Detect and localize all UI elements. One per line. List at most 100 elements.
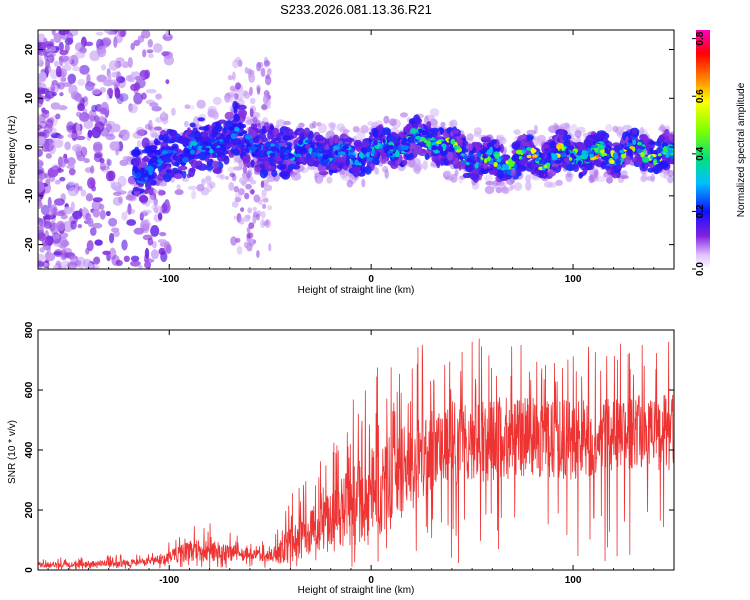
x-tick-label: 100 (565, 575, 582, 586)
heatmap-ridge-blob (511, 141, 521, 151)
heatmap-core-blob (557, 142, 562, 147)
heatmap-core-blob (354, 159, 360, 166)
heatmap-ridge-blob (674, 162, 679, 171)
x-tick-label: -100 (159, 575, 179, 586)
heatmap-ridge-blob (237, 109, 248, 118)
heatmap-ridge-blob (228, 152, 235, 158)
heatmap-core-blob (340, 148, 346, 152)
heatmap-noise-blob (84, 41, 94, 47)
heatmap-noise-blob (54, 179, 61, 185)
heatmap-core-blob (175, 161, 180, 166)
heatmap-noise-blob (112, 196, 123, 206)
heatmap-noise-blob (115, 57, 125, 63)
heatmap-noise-blob (45, 43, 54, 50)
heatmap-halo-blob (429, 108, 440, 117)
heatmap-noise-blob (165, 244, 172, 255)
heatmap-core-blob (135, 172, 142, 178)
heatmap-core-blob (138, 169, 143, 173)
heatmap-noise-blob (54, 211, 66, 216)
heatmap-ridge-blob (204, 157, 210, 163)
heatmap-noise-blob (66, 32, 74, 44)
heatmap-halo-blob (342, 129, 350, 134)
heatmap-noise-blob (38, 169, 44, 175)
heatmap-ridge-blob (528, 140, 534, 149)
heatmap-core-blob (604, 155, 609, 162)
heatmap-noise-blob (133, 92, 143, 105)
heatmap-core-blob (383, 147, 387, 151)
heatmap-core-blob (591, 144, 599, 149)
heatmap-halo-blob (258, 195, 269, 202)
chart-title: S233.2026.081.13.36.R21 (280, 2, 432, 17)
heatmap-noise-blob (76, 123, 81, 134)
heatmap-noise-blob (66, 157, 76, 166)
heatmap-noise-blob (90, 165, 95, 174)
heatmap-ridge-blob (472, 168, 479, 175)
heatmap-ridge-blob (359, 164, 366, 173)
heatmap-ridge-blob (648, 140, 656, 145)
heatmap-core-blob (642, 156, 650, 163)
heatmap-noise-blob (46, 126, 57, 136)
x-tick-label: 0 (368, 575, 374, 586)
heatmap-halo-blob (326, 176, 333, 184)
heatmap-noise-blob (38, 148, 43, 157)
heatmap-halo-blob (144, 123, 152, 130)
heatmap-core-blob (587, 155, 591, 163)
heatmap-halo-blob (513, 129, 521, 136)
heatmap-ridge-blob (324, 143, 330, 149)
heatmap-ridge-blob (264, 160, 270, 169)
heatmap-halo-blob (473, 127, 482, 135)
heatmap-core-blob (420, 137, 426, 142)
heatmap-noise-blob (91, 104, 98, 113)
heatmap-ridge-blob (240, 148, 250, 155)
heatmap-ridge-blob (676, 166, 680, 172)
heatmap-noise-blob (38, 124, 43, 130)
heatmap-core-blob (210, 144, 216, 149)
heatmap-ridge-blob (466, 143, 473, 151)
heatmap-noise-blob (108, 217, 118, 227)
heatmap-plume-blob (262, 94, 269, 105)
heatmap-halo-blob (263, 184, 273, 192)
heatmap-ridge-blob (577, 142, 585, 149)
heatmap-noise-blob (43, 221, 52, 229)
heatmap-ridge-blob (232, 148, 240, 156)
heatmap-halo-blob (444, 170, 452, 176)
heatmap-ridge-blob (329, 137, 334, 146)
heatmap-ridge-blob (205, 165, 214, 171)
heatmap-core-blob (166, 158, 173, 163)
snr-ylabel: SNR (10 * v/v) (7, 420, 18, 484)
heatmap-halo-blob (510, 184, 516, 190)
heatmap-noise-blob (101, 37, 112, 47)
heatmap-noise-blob (150, 225, 160, 237)
heatmap-core-blob (402, 137, 408, 144)
heatmap-core-blob (623, 146, 631, 150)
heatmap-noise-blob (38, 181, 45, 193)
heatmap-noise-blob (115, 259, 123, 267)
heatmap-halo-blob (501, 186, 510, 194)
heatmap-noise-blob (89, 114, 96, 123)
heatmap-noise-blob (53, 32, 62, 44)
heatmap-halo-blob (248, 167, 253, 177)
heatmap-core-blob (161, 150, 168, 155)
heatmap-noise-blob (107, 170, 116, 181)
heatmap-core-blob (160, 146, 166, 151)
heatmap-halo-blob (125, 208, 136, 215)
heatmap-core-blob (258, 152, 265, 157)
heatmap-noise-blob (50, 83, 56, 93)
heatmap-core-blob (668, 149, 674, 154)
heatmap-ridge-blob (330, 164, 337, 171)
heatmap-ridge-blob (592, 159, 602, 167)
heatmap-plume-blob (243, 241, 250, 249)
heatmap-noise-blob (123, 255, 130, 262)
y-tick-label: 600 (24, 381, 35, 398)
heatmap-plume-blob (265, 74, 270, 80)
heatmap-ridge-blob (488, 170, 495, 175)
heatmap-ridge-blob (284, 128, 294, 136)
heatmap-noise-blob (90, 227, 97, 236)
heatmap-plume-blob (245, 119, 252, 126)
heatmap-halo-blob (564, 122, 571, 132)
heatmap-halo-blob (212, 96, 222, 105)
heatmap-core-blob (239, 124, 245, 129)
heatmap-noise-blob (59, 92, 64, 97)
heatmap-halo-blob (330, 123, 336, 131)
heatmap-halo-blob (389, 118, 397, 126)
